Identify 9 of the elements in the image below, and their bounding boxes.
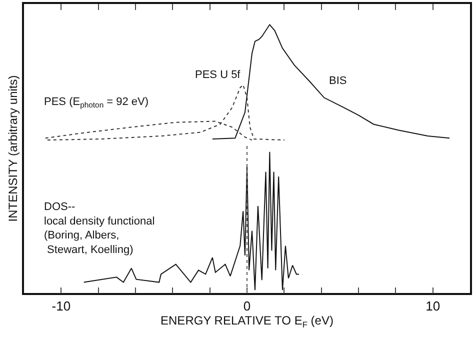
y-axis-title: INTENSITY (arbitrary units) xyxy=(6,75,20,222)
x-tick-label: -10 xyxy=(52,298,71,314)
x-tick-label: 0 xyxy=(243,298,251,314)
x-tick-label: 10 xyxy=(426,298,440,314)
series-label: PES U 5f xyxy=(195,69,242,81)
series-label: PES (E$_{photon}$ = 92 eV) xyxy=(44,96,149,110)
x-axis-title: ENERGY RELATIVE TO E$_{F}$ (eV) xyxy=(160,314,334,330)
series-label: BIS xyxy=(329,75,347,87)
series-label: DOS-- local density functional (Boring, Albers, Stewart, Koelling) xyxy=(44,201,155,256)
